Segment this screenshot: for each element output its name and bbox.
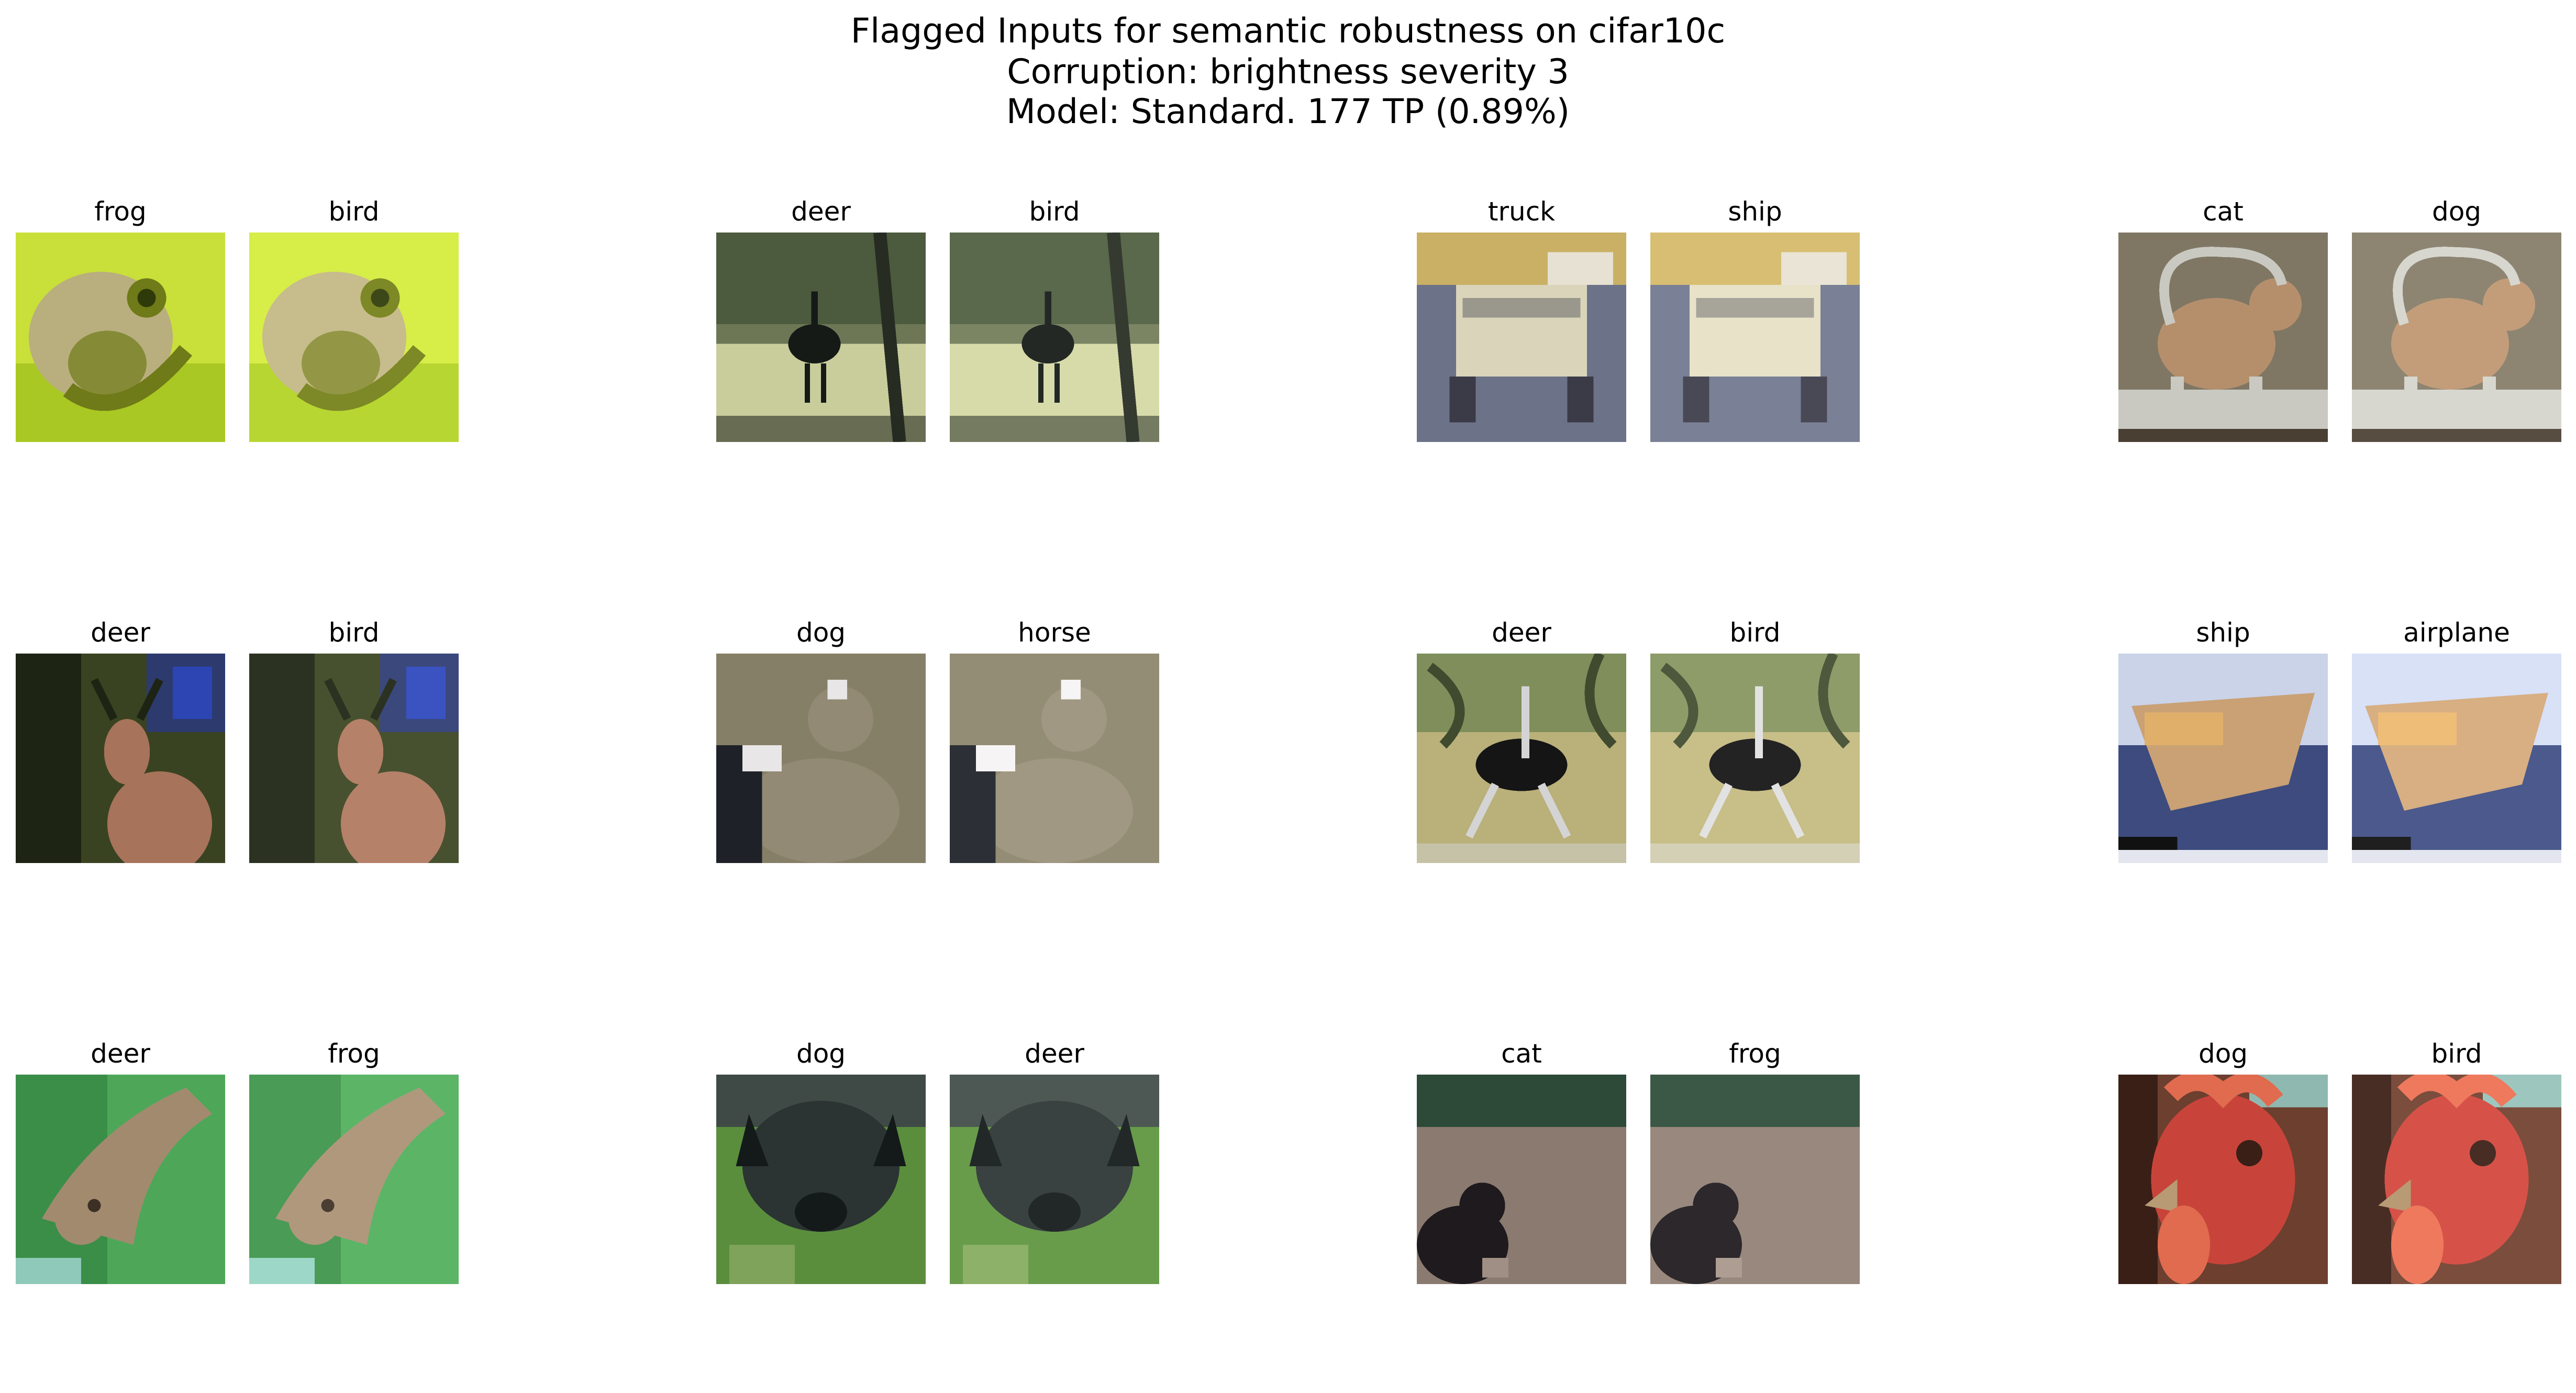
cifar-thumbnail: [716, 654, 926, 863]
figure-title-line-1: Flagged Inputs for semantic robustness o…: [850, 12, 1726, 51]
cifar-thumbnail: [2352, 1075, 2561, 1284]
thumbnail-image-ostrich2: [1650, 654, 1860, 863]
thumbnail-image-cat-ground: [1417, 1075, 1626, 1284]
image-panel-right: bird: [249, 196, 459, 447]
cifar-thumbnail: [716, 233, 926, 442]
image-panel-right: frog: [249, 1038, 459, 1289]
figure-title-line-3: Model: Standard. 177 TP (0.89%): [1006, 92, 1570, 131]
cifar-thumbnail: [2118, 233, 2328, 442]
image-panel-right: airplane: [2352, 617, 2561, 868]
panel-label-original: deer: [91, 617, 150, 648]
thumbnail-image-fawn: [249, 1075, 459, 1284]
image-panel-right: bird: [2352, 1038, 2561, 1289]
thumbnail-image-truck: [1417, 233, 1626, 442]
panel-label-predicted: bird: [1729, 617, 1781, 648]
cifar-thumbnail: [1650, 654, 1860, 863]
cifar-thumbnail: [249, 654, 459, 863]
cifar-thumbnail: [2118, 1075, 2328, 1284]
image-panel-left: deer: [16, 617, 225, 868]
panel-label-original: ship: [2196, 617, 2250, 648]
cifar-thumbnail: [950, 233, 1159, 442]
cifar-thumbnail: [2118, 654, 2328, 863]
cifar-thumbnail: [249, 233, 459, 442]
thumbnail-image-cat: [2118, 233, 2328, 442]
image-panel-right: bird: [950, 196, 1159, 447]
panel-label-predicted: airplane: [2403, 617, 2510, 648]
thumbnail-image-rooster: [2352, 1075, 2561, 1284]
thumbnail-image-dog-white: [950, 654, 1159, 863]
panel-label-predicted: ship: [1728, 196, 1782, 227]
thumbnail-image-deer: [249, 654, 459, 863]
image-panel-right: ship: [1650, 196, 1860, 447]
image-panel-right: deer: [950, 1038, 1159, 1289]
panel-label-original: cat: [2203, 196, 2244, 227]
image-panel-left: cat: [2118, 196, 2328, 447]
cifar-thumbnail: [1417, 233, 1626, 442]
panel-label-predicted: bird: [328, 617, 380, 648]
cifar-thumbnail: [16, 1075, 225, 1284]
image-panel-left: dog: [716, 1038, 926, 1289]
thumbnail-image-cat-ground: [1650, 1075, 1860, 1284]
cifar-thumbnail: [1417, 654, 1626, 863]
cifar-thumbnail: [2352, 654, 2561, 863]
thumbnail-image-deer: [16, 654, 225, 863]
image-panel-right: horse: [950, 617, 1159, 868]
panel-label-predicted: horse: [1018, 617, 1091, 648]
panel-label-original: cat: [1501, 1038, 1542, 1069]
cifar-thumbnail: [1650, 1075, 1860, 1284]
image-panel-left: deer: [716, 196, 926, 447]
thumbnail-image-rooster: [2118, 1075, 2328, 1284]
image-panel-right: bird: [249, 617, 459, 868]
panel-label-predicted: frog: [1729, 1038, 1781, 1069]
image-panel-left: deer: [1417, 617, 1626, 868]
panel-label-original: truck: [1487, 196, 1556, 227]
panel-label-original: dog: [796, 617, 846, 648]
panel-label-original: deer: [791, 196, 851, 227]
thumbnail-image-truck: [1650, 233, 1860, 442]
cifar-thumbnail: [716, 1075, 926, 1284]
panel-label-predicted: dog: [2431, 196, 2482, 227]
panel-label-predicted: bird: [2431, 1038, 2482, 1069]
cifar-thumbnail: [1650, 233, 1860, 442]
thumbnail-image-ostrich: [716, 233, 926, 442]
cifar-thumbnail: [1417, 1075, 1626, 1284]
cifar-thumbnail: [16, 654, 225, 863]
image-panel-left: dog: [716, 617, 926, 868]
thumbnail-image-boat: [2118, 654, 2328, 863]
thumbnail-image-cat: [2352, 233, 2561, 442]
panel-label-predicted: frog: [328, 1038, 380, 1069]
thumbnail-image-dog-white: [716, 654, 926, 863]
thumbnail-image-fawn: [16, 1075, 225, 1284]
panel-label-predicted: bird: [1029, 196, 1080, 227]
image-panel-left: truck: [1417, 196, 1626, 447]
image-panel-left: ship: [2118, 617, 2328, 868]
cifar-thumbnail: [16, 233, 225, 442]
image-panel-left: deer: [16, 1038, 225, 1289]
panel-label-original: frog: [94, 196, 147, 227]
image-panel-left: dog: [2118, 1038, 2328, 1289]
image-panel-right: dog: [2352, 196, 2561, 447]
image-panel-right: frog: [1650, 1038, 1860, 1289]
thumbnail-image-boat: [2352, 654, 2561, 863]
panel-label-original: dog: [2198, 1038, 2248, 1069]
cifar-thumbnail: [950, 654, 1159, 863]
figure-title-line-2: Corruption: brightness severity 3: [1007, 52, 1569, 92]
thumbnail-image-ostrich2: [1417, 654, 1626, 863]
panel-label-original: deer: [91, 1038, 150, 1069]
image-panel-left: cat: [1417, 1038, 1626, 1289]
panel-label-predicted: deer: [1025, 1038, 1084, 1069]
cifar-thumbnail: [2352, 233, 2561, 442]
panel-label-original: deer: [1492, 617, 1551, 648]
thumbnail-image-frog: [16, 233, 225, 442]
image-panel-right: bird: [1650, 617, 1860, 868]
thumbnail-image-ostrich: [950, 233, 1159, 442]
thumbnail-image-black-dog: [950, 1075, 1159, 1284]
thumbnail-image-black-dog: [716, 1075, 926, 1284]
cifar-thumbnail: [249, 1075, 459, 1284]
cifar-thumbnail: [950, 1075, 1159, 1284]
panel-label-original: dog: [796, 1038, 846, 1069]
thumbnail-image-frog: [249, 233, 459, 442]
panel-label-predicted: bird: [328, 196, 380, 227]
image-panel-left: frog: [16, 196, 225, 447]
